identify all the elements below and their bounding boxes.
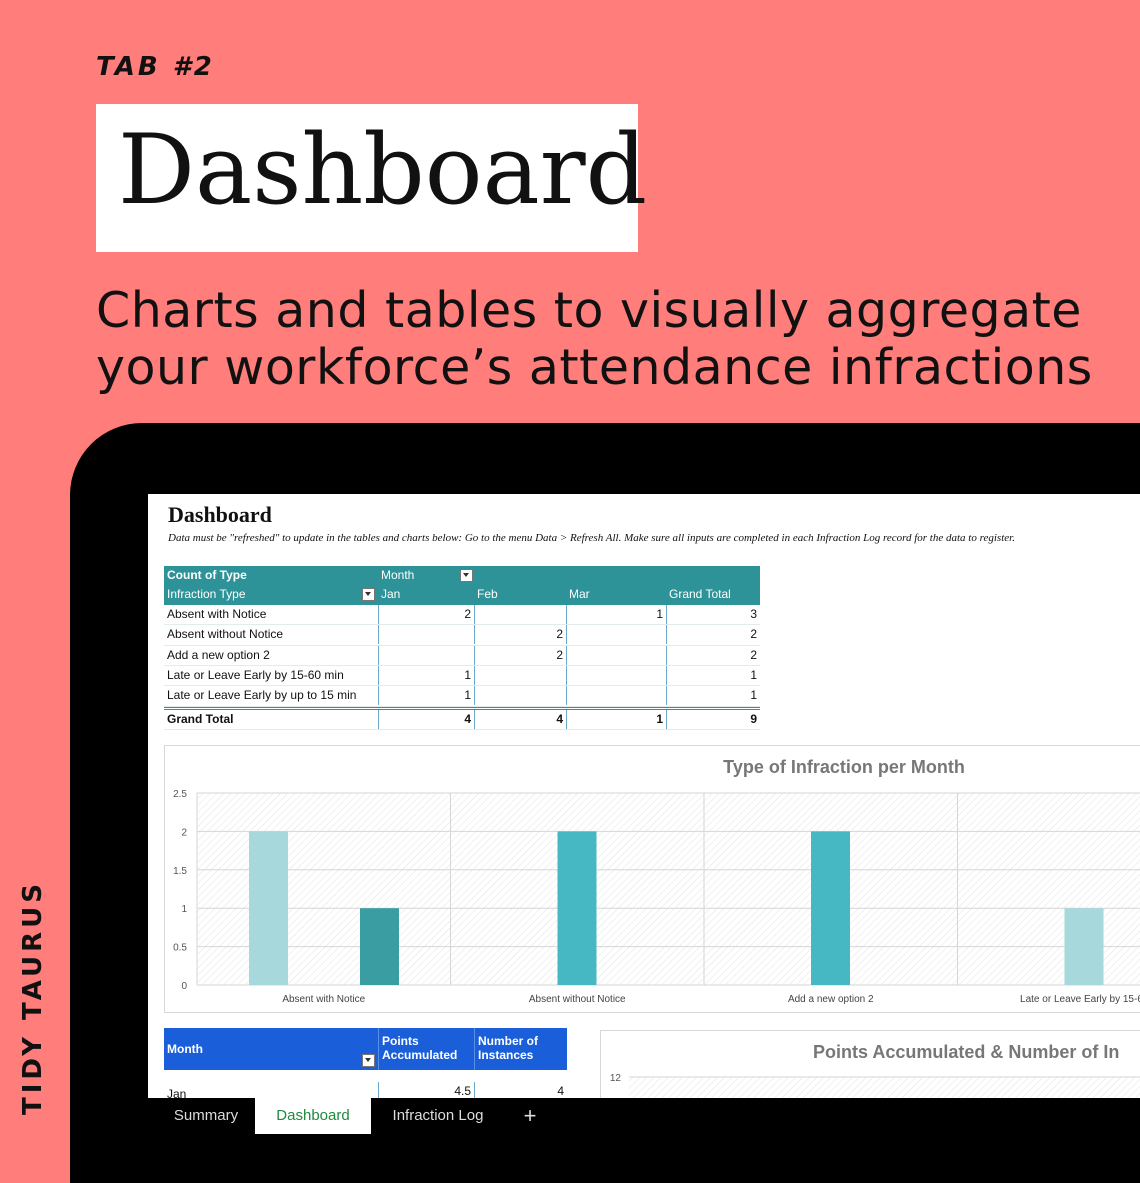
title-box: Dashboard bbox=[96, 104, 647, 252]
pivot-col-field: Month bbox=[381, 568, 415, 582]
points-col-month: Month bbox=[167, 1042, 203, 1056]
pivot-cell: 4 bbox=[474, 709, 566, 729]
pivot-cell: 1 bbox=[666, 686, 760, 706]
pivot-row-label: Absent with Notice bbox=[167, 606, 267, 621]
chart-title: Type of Infraction per Month bbox=[723, 757, 965, 777]
bar bbox=[360, 908, 399, 985]
tab-summary[interactable]: Summary bbox=[173, 1107, 239, 1124]
pivot-cell bbox=[378, 645, 474, 665]
pivot-row-label: Late or Leave Early by 15-60 min bbox=[167, 667, 344, 682]
sheet-tabs-bar: Summary Dashboard Infraction Log + bbox=[148, 1098, 1140, 1140]
pivot-table: Count of Type Month Infraction Type Jan … bbox=[164, 566, 760, 731]
pivot-cell: 4 bbox=[378, 709, 474, 729]
pivot-corner-label: Count of Type bbox=[167, 568, 247, 582]
tab-infraction-log[interactable]: Infraction Log bbox=[392, 1107, 484, 1124]
pivot-row-label: Absent without Notice bbox=[167, 627, 284, 642]
promo-title: Dashboard bbox=[118, 114, 648, 226]
points-pivot-header: Month Points Accumulated Number of Insta… bbox=[164, 1028, 567, 1070]
y-tick-label: 0.5 bbox=[173, 943, 187, 954]
points-col-points: Points Accumulated bbox=[378, 1028, 474, 1070]
points-row-label: Jan bbox=[167, 1087, 187, 1099]
y-tick-label: 2 bbox=[181, 827, 187, 838]
tab-dashboard[interactable]: Dashboard bbox=[255, 1098, 371, 1134]
infraction-chart: Type of Infraction per Month 0 0.5 1 1.5 2 2.5… bbox=[164, 745, 1140, 1013]
x-tick-label: Absent with Notice bbox=[282, 994, 365, 1005]
pivot-row: Late or Leave Early by up to 15 min 1 1 bbox=[164, 686, 760, 707]
infraction-type-filter-icon[interactable] bbox=[362, 588, 375, 602]
pivot-row-label: Late or Leave Early by up to 15 min bbox=[167, 688, 357, 703]
x-tick-label: Absent without Notice bbox=[529, 994, 626, 1005]
spreadsheet: Dashboard Data must be "refreshed" to up… bbox=[148, 494, 1140, 1099]
pivot-header-row-2: Infraction Type Jan Feb Mar Grand Total bbox=[164, 585, 760, 605]
sheet-note: Data must be "refreshed" to update in th… bbox=[168, 532, 1015, 544]
points-chart-svg: Points Accumulated & Number of In 12 bbox=[610, 1042, 1140, 1099]
bar bbox=[249, 831, 288, 985]
points-row: Jan 4.5 4 bbox=[164, 1070, 567, 1099]
pivot-row-label: Add a new option 2 bbox=[167, 647, 270, 662]
subtitle-line-1: Charts and tables to visually aggregate bbox=[96, 282, 1082, 339]
pivot-cell bbox=[474, 665, 566, 685]
pivot-row-label: Grand Total bbox=[167, 711, 234, 726]
pivot-cell bbox=[566, 665, 666, 685]
pivot-cell: 1 bbox=[566, 604, 666, 624]
pivot-header-row-1: Count of Type Month bbox=[164, 566, 760, 586]
plot-area bbox=[197, 793, 1140, 985]
pivot-cell bbox=[566, 645, 666, 665]
pivot-row-field: Infraction Type bbox=[167, 587, 246, 602]
pivot-cell bbox=[566, 625, 666, 645]
pivot-cell bbox=[566, 686, 666, 706]
bar bbox=[557, 831, 597, 985]
pivot-col-jan: Jan bbox=[381, 587, 401, 602]
pivot-col-mar: Mar bbox=[569, 587, 590, 602]
promo-subtitle: Charts and tables to visually aggregate … bbox=[96, 282, 1136, 396]
sheet-title: Dashboard bbox=[168, 502, 272, 527]
chart-title: Points Accumulated & Number of In bbox=[813, 1042, 1119, 1062]
bar bbox=[1064, 908, 1104, 985]
x-tick-label: Add a new option 2 bbox=[788, 994, 874, 1005]
pivot-row: Add a new option 2 2 2 bbox=[164, 645, 760, 666]
pivot-cell: 2 bbox=[474, 645, 566, 665]
pivot-row: Absent with Notice 2 1 3 bbox=[164, 604, 760, 626]
add-sheet-icon[interactable]: + bbox=[523, 1103, 537, 1128]
bar bbox=[811, 831, 850, 985]
x-tick-label: Late or Leave Early by 15-60 bbox=[1020, 994, 1140, 1005]
points-col-instances: Number of Instances bbox=[474, 1028, 567, 1070]
pivot-cell bbox=[474, 686, 566, 706]
subtitle-line-2: your workforce’s attendance infractions bbox=[96, 339, 1093, 396]
pivot-cell: 1 bbox=[666, 665, 760, 685]
pivot-cell: 9 bbox=[666, 709, 760, 729]
pivot-row: Absent without Notice 2 2 bbox=[164, 625, 760, 646]
pivot-cell: 1 bbox=[378, 665, 474, 685]
y-tick-label: 1.5 bbox=[173, 866, 187, 877]
brand-name: TIDY TAURUS bbox=[18, 880, 48, 1115]
pivot-cell: 2 bbox=[474, 625, 566, 645]
y-tick-label: 12 bbox=[610, 1073, 622, 1084]
pivot-cell: 2 bbox=[666, 645, 760, 665]
pivot-cell: 3 bbox=[666, 604, 760, 624]
pivot-cell: 1 bbox=[566, 709, 666, 729]
points-pivot-table: Month Points Accumulated Number of Insta… bbox=[164, 1028, 567, 1099]
y-tick-label: 1 bbox=[181, 904, 187, 915]
pivot-cell: 2 bbox=[666, 625, 760, 645]
pivot-cell bbox=[378, 625, 474, 645]
pivot-cell: 2 bbox=[378, 604, 474, 624]
plot-area bbox=[629, 1077, 1140, 1099]
points-row-instances: 4 bbox=[474, 1082, 567, 1099]
month-filter-icon[interactable] bbox=[460, 569, 473, 582]
pivot-cell: 1 bbox=[378, 686, 474, 706]
y-tick-label: 0 bbox=[181, 981, 187, 992]
points-row-points: 4.5 bbox=[378, 1082, 474, 1099]
infraction-chart-svg: Type of Infraction per Month 0 0.5 1 1.5 2 2.5… bbox=[173, 757, 1140, 1005]
pivot-row: Late or Leave Early by 15-60 min 1 1 bbox=[164, 665, 760, 687]
pivot-cell bbox=[474, 604, 566, 624]
month-filter-icon-2[interactable] bbox=[362, 1054, 375, 1067]
pivot-total-row: Grand Total 4 4 1 9 bbox=[164, 706, 760, 731]
pivot-col-feb: Feb bbox=[477, 587, 498, 602]
pivot-col-grand-total: Grand Total bbox=[669, 587, 731, 602]
y-tick-label: 2.5 bbox=[173, 789, 187, 800]
tab-number-label: TAB #2 bbox=[96, 52, 215, 82]
points-chart: Points Accumulated & Number of In 12 bbox=[600, 1030, 1140, 1099]
